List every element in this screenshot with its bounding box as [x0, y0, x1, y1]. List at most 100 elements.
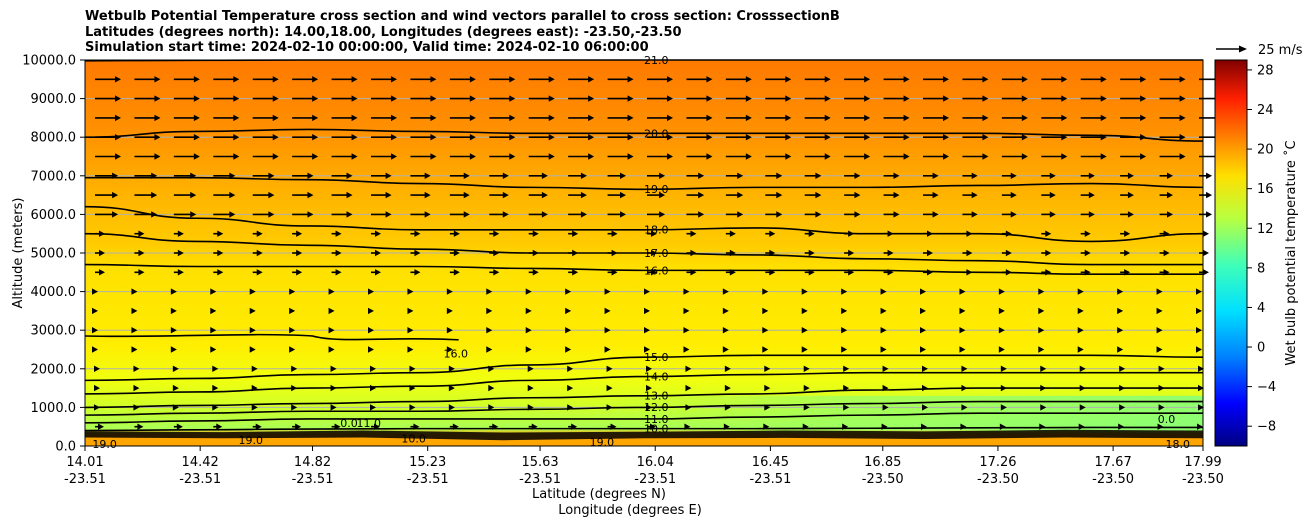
wind-vector-head	[502, 172, 509, 179]
wind-vector-head	[385, 172, 392, 179]
wind-vector	[489, 211, 509, 218]
wind-vector-head	[1088, 191, 1095, 199]
wind-vector-head	[706, 134, 713, 141]
wind-vector-head	[667, 114, 673, 122]
wind-vector-head	[880, 327, 887, 334]
wind-vector-head	[177, 249, 184, 257]
x-tick-label-lat: 14.42	[182, 455, 219, 470]
wind-vector	[134, 134, 161, 141]
wind-vector	[1159, 76, 1186, 83]
contour-label-extra: 10.0	[401, 432, 426, 445]
wind-vector-head	[1179, 95, 1186, 102]
wind-vector	[252, 191, 275, 199]
wind-vector	[567, 365, 574, 372]
wind-vector-head	[722, 346, 729, 353]
wind-vector	[644, 346, 650, 353]
wind-vector	[410, 269, 421, 276]
wind-vector-head	[351, 153, 358, 160]
wind-vector	[1038, 307, 1045, 315]
wind-vector	[1120, 230, 1131, 237]
wind-vector	[647, 76, 673, 83]
wind-vector-head	[824, 153, 831, 160]
wind-vector	[407, 307, 414, 315]
wind-vector-head	[424, 172, 431, 179]
wind-vector-head	[920, 288, 926, 295]
wind-vector	[95, 114, 121, 122]
wind-vector-head	[854, 211, 861, 218]
wind-vector-head	[193, 134, 200, 141]
wind-vector	[95, 191, 119, 199]
wind-vector	[489, 76, 516, 83]
wind-vector	[1001, 134, 1028, 141]
wind-vector-head	[1179, 134, 1186, 141]
wind-vector-head	[1117, 288, 1124, 295]
wind-vector	[95, 76, 121, 83]
wind-vector-head	[903, 76, 910, 83]
contour-label-17.0: 17.0	[644, 247, 669, 260]
wind-vector	[686, 134, 713, 141]
wind-vector	[1041, 249, 1052, 257]
wind-vector-head	[1156, 346, 1163, 353]
wind-vector	[804, 249, 815, 257]
wind-vector	[331, 153, 358, 160]
wind-vector-head	[469, 95, 476, 102]
wind-vector-head	[998, 327, 1005, 334]
wind-vector-head	[604, 346, 611, 353]
wind-vector-head	[887, 249, 894, 257]
wind-vector-head	[115, 76, 121, 83]
wind-vector-head	[255, 423, 262, 430]
wind-vector-head	[272, 134, 279, 141]
wind-vector-head	[843, 404, 850, 411]
wind-vector	[213, 95, 240, 102]
wind-vector-head	[92, 346, 98, 353]
wind-vector	[289, 307, 296, 315]
wind-vector-head	[620, 211, 627, 218]
wind-vector	[410, 95, 437, 102]
x-tick-label-lon: -23.50	[1182, 472, 1224, 487]
wind-vector	[1159, 249, 1170, 257]
wind-vector-head	[525, 346, 532, 353]
wind-vector-head	[112, 211, 119, 218]
wind-vector	[134, 269, 145, 276]
surface-contour-cluster	[85, 429, 1203, 441]
wind-vector	[1077, 288, 1084, 295]
wind-vector	[1077, 327, 1084, 334]
wind-vector-head	[351, 134, 358, 141]
wind-vector	[804, 211, 822, 218]
wind-vector	[923, 211, 939, 218]
wind-vector-head	[176, 423, 183, 430]
wind-vector-head	[296, 249, 303, 257]
wind-vector	[1156, 307, 1163, 315]
wind-vector-head	[1100, 76, 1107, 83]
wind-vector	[407, 288, 414, 295]
quiver-key-head	[1239, 45, 1247, 53]
wind-vector	[1120, 76, 1147, 83]
wind-vector	[844, 114, 871, 122]
wind-vector-head	[407, 288, 414, 295]
wind-vector	[1041, 153, 1068, 160]
wind-vector-head	[448, 384, 455, 392]
wind-vector	[1041, 76, 1068, 83]
wind-vector-head	[764, 384, 771, 392]
wind-vector-head	[351, 95, 358, 102]
wind-vector	[252, 249, 263, 257]
wind-vector-head	[154, 153, 161, 160]
wind-vector	[173, 269, 184, 276]
wind-vector-head	[541, 211, 548, 218]
wind-vector	[607, 230, 618, 237]
wind-vector	[725, 114, 752, 122]
wind-vector	[1080, 191, 1095, 199]
wind-vector-head	[289, 327, 296, 334]
wind-vector	[410, 230, 421, 237]
wind-vector-head	[251, 365, 258, 372]
wind-vector-head	[762, 288, 769, 295]
wind-vector	[1120, 95, 1147, 102]
wind-vector-head	[706, 95, 713, 102]
wind-vector-head	[824, 134, 831, 141]
wind-vector	[331, 230, 342, 237]
wind-vector-head	[453, 249, 460, 257]
wind-vector	[449, 249, 460, 257]
wind-vector	[289, 327, 296, 334]
wind-vector-head	[424, 191, 431, 199]
wind-vector-head	[1158, 365, 1165, 372]
